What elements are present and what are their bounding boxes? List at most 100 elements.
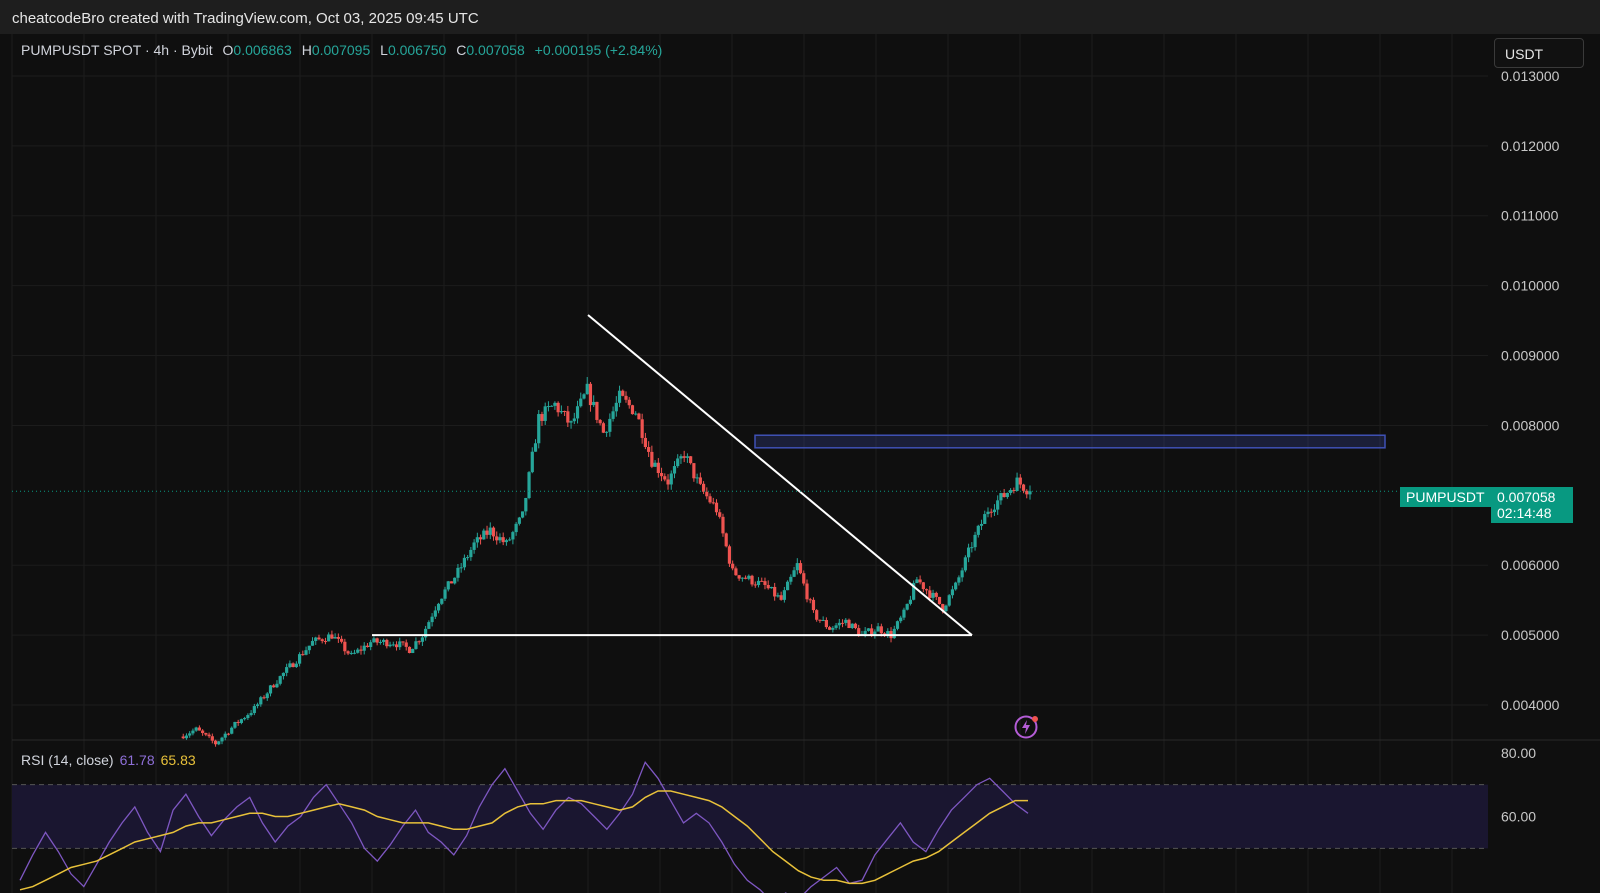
candle-body bbox=[595, 401, 599, 420]
candle-body bbox=[805, 583, 809, 600]
symbol-title[interactable]: PUMPUSDT SPOT · 4h · Bybit bbox=[21, 42, 213, 58]
candle-body bbox=[210, 736, 214, 741]
candle-body bbox=[194, 727, 198, 731]
candle-body bbox=[999, 493, 1003, 501]
candle-body bbox=[546, 406, 551, 408]
candle-body bbox=[524, 497, 528, 512]
candle-body bbox=[201, 730, 205, 734]
candle-body bbox=[217, 741, 221, 745]
candle-body bbox=[695, 477, 699, 479]
rsi-legend: RSI (14, close) 61.78 65.83 bbox=[21, 752, 196, 768]
candle-body bbox=[989, 511, 993, 513]
candle-body bbox=[466, 557, 470, 559]
candle-body bbox=[533, 443, 538, 452]
candle-body bbox=[281, 672, 286, 677]
candle-body bbox=[701, 483, 706, 492]
rsi-ma-value: 65.83 bbox=[160, 752, 196, 768]
candle-body bbox=[886, 631, 890, 636]
candle-body bbox=[504, 540, 509, 543]
candle-body bbox=[650, 451, 654, 467]
top-bar: cheatcodeBro created with TradingView.co… bbox=[0, 0, 1600, 34]
candle-body bbox=[598, 419, 602, 424]
price-tick-label: 0.006000 bbox=[1501, 557, 1560, 573]
candle-body bbox=[963, 557, 967, 571]
candle-body bbox=[285, 667, 289, 673]
rsi-tick-label: 60.00 bbox=[1501, 809, 1536, 825]
candle-body bbox=[637, 413, 641, 420]
price-tick-label: 0.010000 bbox=[1501, 278, 1560, 294]
candle-body bbox=[352, 652, 357, 654]
candle-body bbox=[436, 603, 441, 611]
candle-body bbox=[259, 697, 263, 705]
rsi-axis: 80.00 60.00 bbox=[1501, 745, 1536, 825]
drawings-layer bbox=[12, 314, 1488, 637]
candle-body bbox=[207, 734, 211, 737]
candle-body bbox=[960, 570, 964, 578]
candle-body bbox=[786, 581, 790, 591]
candle-body bbox=[226, 733, 231, 735]
candle-body bbox=[585, 383, 589, 395]
candle-body bbox=[420, 637, 424, 642]
candle-body bbox=[333, 637, 337, 639]
resistance-zone bbox=[754, 434, 1386, 449]
candle-body bbox=[320, 639, 324, 642]
descending-trendline bbox=[587, 314, 973, 636]
candle-body bbox=[617, 390, 622, 403]
candle-body bbox=[983, 514, 987, 524]
candle-body bbox=[815, 610, 819, 620]
candle-body bbox=[249, 713, 253, 716]
close-value: 0.007058 bbox=[466, 42, 525, 58]
candle-body bbox=[1015, 477, 1019, 491]
candle-body bbox=[873, 631, 877, 636]
candle-body bbox=[592, 401, 596, 406]
candle-body bbox=[753, 584, 757, 586]
candle-body bbox=[653, 462, 657, 467]
candle-body bbox=[682, 456, 686, 458]
candle-body bbox=[737, 575, 741, 579]
candle-body bbox=[711, 502, 715, 504]
candle-body bbox=[579, 398, 583, 407]
candle-body bbox=[375, 638, 379, 643]
candle-body bbox=[563, 411, 567, 413]
candle-body bbox=[899, 617, 903, 622]
candle-body bbox=[588, 383, 593, 406]
candle-body bbox=[349, 652, 353, 654]
credit-text: cheatcodeBro created with TradingView.co… bbox=[12, 10, 479, 27]
candle-body bbox=[188, 733, 192, 736]
candle-body bbox=[731, 563, 735, 569]
candle-body bbox=[905, 603, 909, 610]
candle-body bbox=[427, 622, 431, 629]
candle-body bbox=[666, 479, 670, 485]
candle-body bbox=[611, 411, 615, 419]
currency-button[interactable]: USDT bbox=[1494, 38, 1584, 68]
candle-body bbox=[685, 456, 690, 458]
candle-body bbox=[792, 570, 796, 577]
candle-body bbox=[870, 628, 874, 636]
candle-body bbox=[876, 626, 880, 632]
candle-body bbox=[689, 456, 693, 464]
candle-body bbox=[411, 648, 415, 654]
candle-body bbox=[756, 580, 761, 586]
candle-body bbox=[957, 577, 961, 583]
low-label: L bbox=[380, 42, 388, 58]
candle-body bbox=[714, 502, 719, 513]
candle-body bbox=[336, 637, 340, 639]
candle-body bbox=[973, 534, 977, 548]
candle-body bbox=[453, 577, 457, 584]
bolt-icon[interactable] bbox=[1014, 714, 1040, 740]
candle-body bbox=[747, 575, 751, 579]
candle-body bbox=[1012, 489, 1016, 491]
candle-body bbox=[430, 616, 434, 623]
candle-body bbox=[1005, 492, 1009, 498]
candle-body bbox=[663, 476, 667, 480]
candle-body bbox=[608, 418, 612, 432]
candle-body bbox=[656, 462, 660, 474]
last-price-tag: 0.007058 02:14:48 bbox=[1491, 487, 1573, 523]
candle-body bbox=[472, 542, 476, 550]
candle-body bbox=[1025, 490, 1029, 495]
candle-body bbox=[443, 589, 447, 599]
rsi-title[interactable]: RSI (14, close) bbox=[21, 752, 114, 768]
candle-body bbox=[491, 527, 496, 537]
candle-body bbox=[459, 567, 463, 569]
